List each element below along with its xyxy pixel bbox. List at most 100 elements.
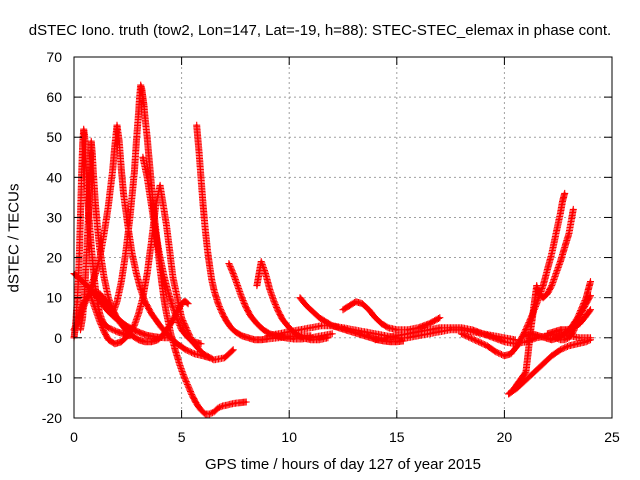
data-point [163, 276, 166, 279]
data-point [90, 140, 93, 143]
data-point [507, 392, 510, 396]
data-point [363, 334, 366, 337]
series-markers [109, 81, 250, 418]
y-axis-label: dSTEC / TECUs [5, 183, 23, 293]
data-point [120, 168, 123, 171]
data-point [115, 300, 119, 303]
data-point [281, 318, 284, 321]
data-point [212, 410, 216, 414]
data-point [300, 336, 304, 339]
data-point [111, 168, 114, 171]
data-point [87, 200, 91, 203]
data-point [240, 296, 244, 299]
data-point [197, 148, 201, 151]
data-point [266, 334, 269, 337]
data-point [150, 204, 153, 207]
data-point [395, 340, 398, 343]
data-point [212, 358, 216, 362]
data-point [107, 338, 110, 341]
data-point [374, 338, 377, 341]
data-point [145, 334, 149, 337]
data-point [341, 326, 345, 329]
data-point [389, 340, 392, 343]
data-point [537, 334, 541, 337]
data-point [554, 336, 558, 339]
data-point [178, 362, 181, 366]
data-point [94, 272, 97, 275]
data-point [348, 304, 351, 307]
data-point [229, 402, 233, 406]
data-point [468, 336, 472, 339]
data-point [225, 403, 228, 407]
data-point [90, 296, 93, 299]
data-point [158, 184, 162, 187]
y-tick-label: 40 [46, 169, 62, 185]
data-point [531, 332, 534, 335]
data-point [589, 338, 592, 341]
x-tick-label: 15 [389, 429, 405, 445]
plot-frame [73, 56, 613, 419]
data-point [113, 342, 117, 345]
data-point [541, 296, 545, 299]
data-point [221, 312, 224, 315]
data-point [417, 326, 420, 329]
data-point [298, 328, 302, 331]
data-point [137, 111, 140, 115]
data-point [589, 308, 592, 311]
data-point [589, 294, 592, 297]
data-point [531, 316, 534, 319]
series-arc-8 [139, 153, 205, 348]
data-point [589, 280, 592, 283]
data-point [361, 302, 364, 305]
data-point [460, 332, 463, 335]
data-point [124, 252, 127, 255]
data-point [81, 144, 84, 147]
data-point [135, 140, 138, 143]
data-point [331, 324, 334, 327]
data-point [145, 176, 149, 179]
data-point [143, 340, 147, 343]
data-point [133, 172, 136, 175]
axis-ticks: 0 5 10 15 20 25 -20 -10 0 10 20 30 40 50 60 70 [42, 49, 620, 445]
data-point [513, 338, 517, 341]
data-point [559, 328, 562, 331]
data-point [494, 350, 497, 354]
data-point [107, 326, 110, 329]
data-point [115, 123, 119, 127]
data-point [229, 326, 233, 329]
data-point [427, 332, 431, 335]
data-point [193, 340, 196, 343]
data-point [163, 300, 166, 303]
data-point [100, 302, 104, 305]
data-point [563, 246, 566, 249]
data-point [470, 328, 474, 331]
data-point [522, 332, 525, 335]
data-point [438, 316, 442, 319]
data-point [195, 123, 198, 127]
data-point [288, 330, 291, 333]
data-point [384, 336, 388, 339]
data-point [92, 172, 95, 175]
data-point [369, 336, 373, 339]
data-point [559, 260, 562, 263]
data-point [139, 83, 142, 87]
data-point [139, 331, 142, 335]
data-point [91, 152, 94, 155]
data-point [111, 328, 114, 331]
data-point [584, 314, 588, 317]
data-point [216, 406, 220, 410]
data-point [102, 330, 106, 333]
data-point [78, 252, 81, 255]
data-point [584, 302, 588, 305]
data-point [227, 262, 231, 265]
data-point [567, 232, 571, 235]
data-point [541, 362, 545, 366]
data-point [546, 268, 549, 271]
data-point [76, 300, 79, 303]
data-point [395, 328, 398, 331]
data-point [417, 334, 420, 337]
data-point [546, 332, 549, 335]
series-arc-18 [505, 336, 594, 398]
series-arc-14 [339, 298, 444, 334]
